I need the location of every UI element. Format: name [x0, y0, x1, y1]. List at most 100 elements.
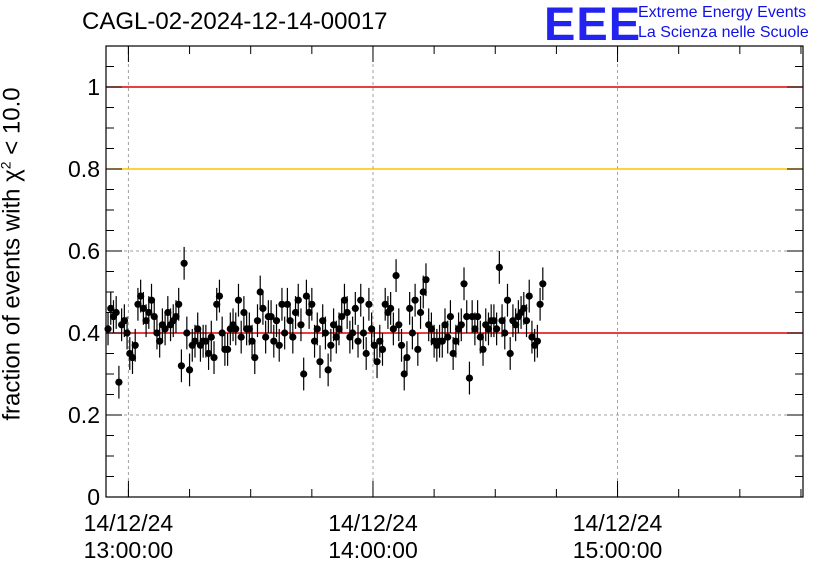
- data-point: [316, 358, 324, 366]
- data-point: [479, 345, 487, 353]
- data-point: [139, 304, 147, 312]
- data-point: [248, 337, 256, 345]
- data-point: [240, 308, 248, 317]
- data-point: [267, 313, 275, 321]
- data-point: [503, 296, 512, 304]
- data-point: [490, 317, 498, 325]
- data-point: [484, 325, 493, 333]
- data-point: [313, 325, 321, 333]
- data-point: [528, 333, 536, 341]
- data-point: [180, 259, 188, 267]
- data-point: [308, 300, 316, 308]
- data-point: [134, 300, 142, 308]
- data-point: [294, 296, 302, 304]
- data-point: [525, 292, 533, 300]
- logo-line-2: La Scienza nelle Scuole: [638, 24, 809, 41]
- data-point: [191, 337, 199, 345]
- data-point: [506, 349, 514, 358]
- data-point: [177, 362, 186, 370]
- data-point: [376, 337, 384, 345]
- data-point: [327, 341, 335, 349]
- data-point: [444, 333, 452, 341]
- data-point: [427, 325, 436, 333]
- data-point: [131, 341, 139, 349]
- data-point: [300, 370, 308, 378]
- data-point: [446, 313, 455, 321]
- data-point: [319, 317, 327, 325]
- data-point: [493, 325, 501, 333]
- data-point: [128, 354, 137, 362]
- data-point: [270, 337, 278, 345]
- data-point: [245, 325, 253, 333]
- data-point: [373, 358, 381, 366]
- data-point: [112, 308, 120, 317]
- data-point: [340, 296, 349, 304]
- data-point: [213, 300, 221, 308]
- data-point: [419, 288, 427, 296]
- data-point: [378, 345, 387, 353]
- data-point: [351, 304, 359, 312]
- data-point: [172, 313, 180, 321]
- data-point: [457, 321, 465, 329]
- data-point: [495, 263, 503, 271]
- data-point: [123, 329, 131, 337]
- data-point: [338, 313, 346, 321]
- y-tick-label: 0: [87, 484, 100, 510]
- data-point: [253, 317, 262, 325]
- data-point: [107, 304, 115, 312]
- data-point: [204, 349, 213, 358]
- data-point: [310, 337, 319, 345]
- y-tick-label: 0.8: [68, 156, 100, 182]
- x-tick-date-label: 14/12/24: [573, 510, 663, 536]
- data-point: [533, 337, 541, 345]
- data-point: [335, 325, 343, 333]
- data-point: [501, 329, 509, 337]
- data-point: [460, 280, 468, 288]
- data-point: [539, 280, 547, 288]
- data-point: [120, 317, 128, 325]
- data-point: [389, 325, 397, 333]
- data-point: [153, 329, 161, 337]
- data-point: [137, 292, 145, 300]
- data-point: [194, 325, 202, 333]
- data-point: [365, 300, 373, 308]
- data-point: [289, 333, 297, 341]
- data-point: [422, 276, 430, 284]
- data-point: [275, 341, 283, 349]
- data-point: [438, 337, 446, 345]
- data-point: [471, 325, 479, 333]
- data-point: [185, 366, 194, 374]
- data-point: [468, 313, 476, 321]
- data-point: [370, 341, 378, 349]
- data-point: [408, 329, 416, 337]
- data-point: [175, 300, 183, 308]
- logo-line-1: Extreme Energy Events: [638, 4, 807, 21]
- data-point: [281, 329, 289, 337]
- data-point: [324, 366, 332, 374]
- data-point: [210, 354, 218, 362]
- data-point: [115, 378, 123, 386]
- data-point: [150, 313, 158, 321]
- data-point: [368, 325, 376, 333]
- plot-frame: [105, 45, 804, 498]
- data-point: [441, 321, 449, 329]
- data-point: [463, 313, 471, 321]
- data-point: [291, 308, 300, 317]
- data-point: [411, 296, 419, 304]
- chart-title: CAGL-02-2024-12-14-00017: [82, 8, 388, 35]
- data-point: [142, 317, 150, 325]
- data-point: [207, 333, 215, 341]
- data-point: [147, 296, 156, 304]
- grid-lines: [106, 46, 803, 497]
- data-point: [232, 325, 240, 333]
- data-point: [286, 317, 294, 325]
- data-point: [218, 329, 226, 337]
- data-point: [416, 308, 425, 317]
- data-point: [381, 300, 389, 308]
- data-point: [156, 337, 164, 345]
- data-point: [283, 300, 291, 308]
- data-point: [357, 296, 365, 304]
- data-point: [536, 300, 544, 308]
- data-point: [256, 288, 264, 296]
